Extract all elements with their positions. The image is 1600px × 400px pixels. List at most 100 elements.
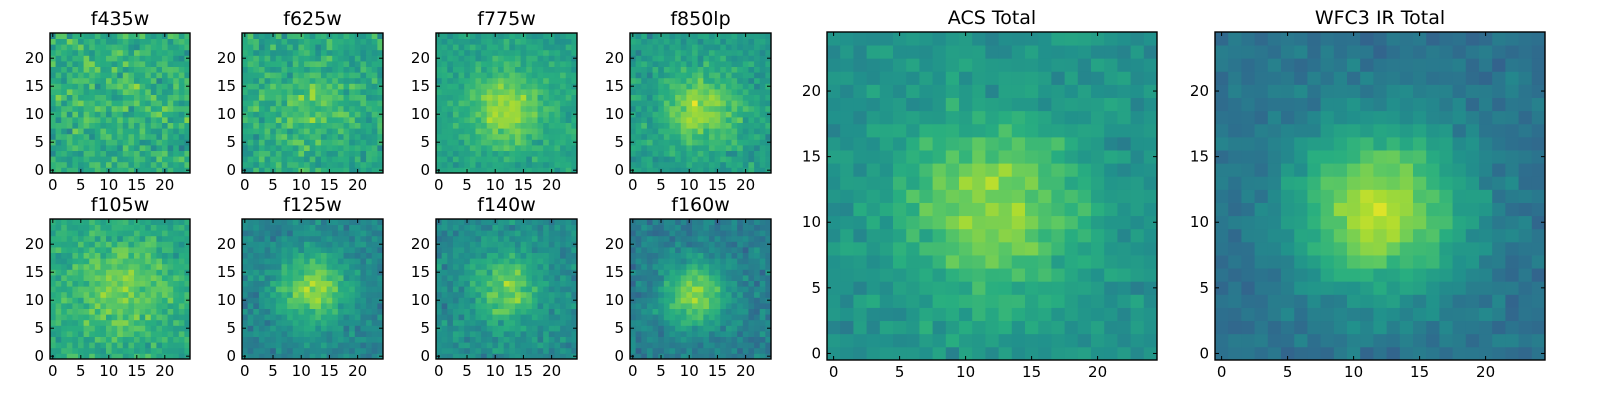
heatmap-cell bbox=[326, 331, 333, 337]
heatmap-cell bbox=[167, 33, 174, 39]
heatmap-cell bbox=[514, 128, 521, 135]
heatmap-cell bbox=[94, 105, 101, 112]
heatmap-cell bbox=[178, 128, 185, 135]
heatmap-cell bbox=[469, 336, 476, 343]
heatmap-cell bbox=[61, 83, 68, 90]
heatmap-cell bbox=[658, 44, 665, 51]
heatmap-cell bbox=[128, 235, 135, 242]
heatmap-cell bbox=[486, 66, 493, 73]
heatmap-cell bbox=[94, 252, 101, 259]
heatmap-cell bbox=[332, 353, 339, 360]
heatmap-cell bbox=[178, 117, 185, 123]
heatmap-cell bbox=[464, 247, 471, 253]
heatmap-cell bbox=[264, 308, 271, 315]
heatmap-cell bbox=[754, 133, 761, 140]
heatmap-cell bbox=[560, 353, 567, 360]
heatmap-cell bbox=[247, 156, 254, 163]
heatmap-cell bbox=[315, 83, 322, 90]
heatmap-cell bbox=[447, 280, 454, 287]
heatmap-cell bbox=[326, 291, 333, 298]
heatmap-cell bbox=[315, 252, 322, 259]
heatmap-cell bbox=[543, 219, 550, 225]
heatmap-cell bbox=[55, 128, 62, 135]
heatmap-cell bbox=[117, 89, 124, 95]
heatmap-cell bbox=[106, 55, 112, 62]
heatmap-cell bbox=[343, 314, 350, 321]
heatmap-cell bbox=[737, 55, 744, 62]
heatmap-cell bbox=[360, 122, 367, 129]
heatmap-cell bbox=[520, 66, 527, 73]
heatmap-cell bbox=[759, 66, 766, 73]
heatmap-cell bbox=[122, 241, 129, 248]
heatmap-cell bbox=[366, 342, 373, 349]
heatmap-cell bbox=[50, 303, 56, 309]
y-tick-label: 20 bbox=[25, 235, 44, 253]
heatmap-cell bbox=[565, 61, 572, 67]
heatmap-cell bbox=[343, 83, 350, 90]
heatmap-cell bbox=[320, 167, 327, 174]
heatmap-cell bbox=[258, 247, 265, 253]
heatmap-cell bbox=[184, 72, 191, 79]
heatmap-cell bbox=[641, 49, 648, 56]
heatmap-cell bbox=[503, 161, 510, 168]
heatmap-cell bbox=[72, 241, 79, 248]
heatmap-cell bbox=[309, 308, 316, 315]
heatmap-cell bbox=[281, 252, 288, 259]
heatmap-cell bbox=[514, 252, 521, 259]
heatmap-cell bbox=[464, 342, 471, 349]
heatmap-cell bbox=[287, 258, 294, 265]
heatmap-cell bbox=[366, 77, 373, 84]
heatmap-cell bbox=[309, 128, 316, 135]
heatmap-cell bbox=[72, 105, 79, 112]
heatmap-cell bbox=[652, 139, 659, 146]
heatmap-cell bbox=[270, 224, 277, 231]
heatmap-cell bbox=[537, 117, 544, 123]
heatmap-cell bbox=[692, 33, 699, 39]
heatmap-cell bbox=[543, 111, 550, 118]
heatmap-cell bbox=[560, 219, 567, 225]
heatmap-cell bbox=[264, 325, 271, 332]
heatmap-cell bbox=[298, 89, 305, 95]
heatmap-cell bbox=[247, 111, 254, 118]
heatmap-cell bbox=[492, 230, 499, 237]
heatmap-cell bbox=[436, 122, 443, 129]
heatmap-cell bbox=[94, 117, 101, 123]
heatmap-cell bbox=[315, 336, 322, 343]
heatmap-cell bbox=[253, 342, 260, 349]
heatmap-cell bbox=[692, 291, 699, 298]
heatmap-cell bbox=[100, 235, 107, 242]
heatmap-cell bbox=[703, 55, 710, 62]
heatmap-cell bbox=[343, 308, 350, 315]
heatmap-cell bbox=[475, 224, 482, 231]
heatmap-cell bbox=[436, 100, 443, 107]
heatmap-cell bbox=[486, 252, 493, 259]
y-tick-label: 10 bbox=[605, 105, 624, 123]
heatmap-cell bbox=[264, 286, 271, 293]
heatmap-cell bbox=[714, 89, 721, 95]
heatmap-cell bbox=[258, 252, 265, 259]
y-tick-label: 5 bbox=[420, 133, 430, 151]
heatmap-cell bbox=[731, 94, 738, 101]
heatmap-cell bbox=[537, 122, 544, 129]
heatmap-cell bbox=[173, 219, 180, 225]
heatmap-cell bbox=[100, 325, 107, 332]
heatmap-cell bbox=[337, 61, 344, 67]
heatmap-cell bbox=[253, 230, 260, 237]
heatmap-cell bbox=[366, 308, 373, 315]
heatmap-cell bbox=[55, 139, 62, 146]
heatmap-cell bbox=[630, 161, 637, 168]
heatmap-cell bbox=[498, 224, 505, 231]
heatmap-cell bbox=[117, 331, 124, 337]
heatmap-cell bbox=[178, 49, 185, 56]
heatmap-cell bbox=[748, 150, 755, 157]
heatmap-cell bbox=[526, 117, 533, 123]
heatmap-cell bbox=[371, 269, 378, 276]
y-tick-label: 10 bbox=[25, 291, 44, 309]
heatmap-cell bbox=[531, 55, 538, 62]
heatmap-cell bbox=[83, 291, 90, 298]
heatmap-cell bbox=[526, 94, 533, 101]
heatmap-cell bbox=[162, 269, 168, 276]
heatmap-cell bbox=[503, 325, 510, 332]
heatmap-cell bbox=[111, 224, 118, 231]
heatmap-cell bbox=[258, 263, 265, 270]
